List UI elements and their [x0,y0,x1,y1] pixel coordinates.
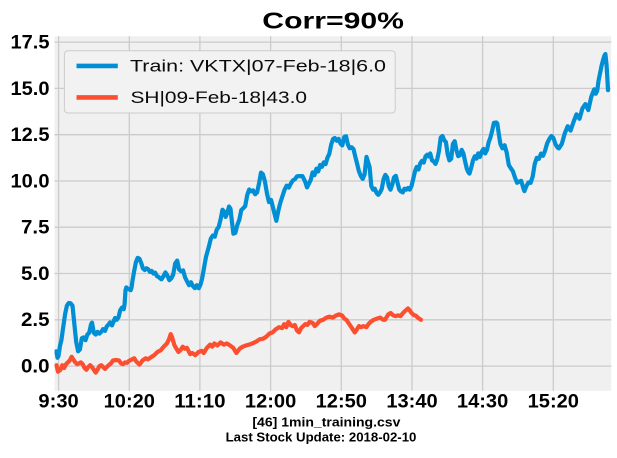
svg-text:17.5: 17.5 [11,33,50,54]
svg-text:13:40: 13:40 [386,392,437,413]
svg-text:0.0: 0.0 [21,357,50,378]
svg-text:Train: VKTX|07-Feb-18|6.0: Train: VKTX|07-Feb-18|6.0 [130,57,386,75]
svg-text:Last Stock Update: 2018-02-10: Last Stock Update: 2018-02-10 [226,429,417,444]
svg-text:2.5: 2.5 [21,310,50,331]
svg-text:Corr=90%: Corr=90% [262,7,404,33]
svg-text:10:20: 10:20 [104,392,155,413]
svg-text:[46] 1min_training.csv: [46] 1min_training.csv [252,415,401,430]
svg-text:7.5: 7.5 [21,218,50,239]
svg-text:5.0: 5.0 [21,264,50,285]
svg-text:14:30: 14:30 [457,392,508,413]
svg-text:15.0: 15.0 [11,79,50,100]
svg-text:11:10: 11:10 [174,392,225,413]
svg-text:12:00: 12:00 [245,392,296,413]
svg-text:10.0: 10.0 [11,171,50,192]
svg-text:15:20: 15:20 [528,392,579,413]
svg-text:SH|09-Feb-18|43.0: SH|09-Feb-18|43.0 [131,89,308,107]
svg-text:12:50: 12:50 [316,392,367,413]
svg-text:12.5: 12.5 [11,125,50,146]
svg-text:9:30: 9:30 [38,392,78,413]
